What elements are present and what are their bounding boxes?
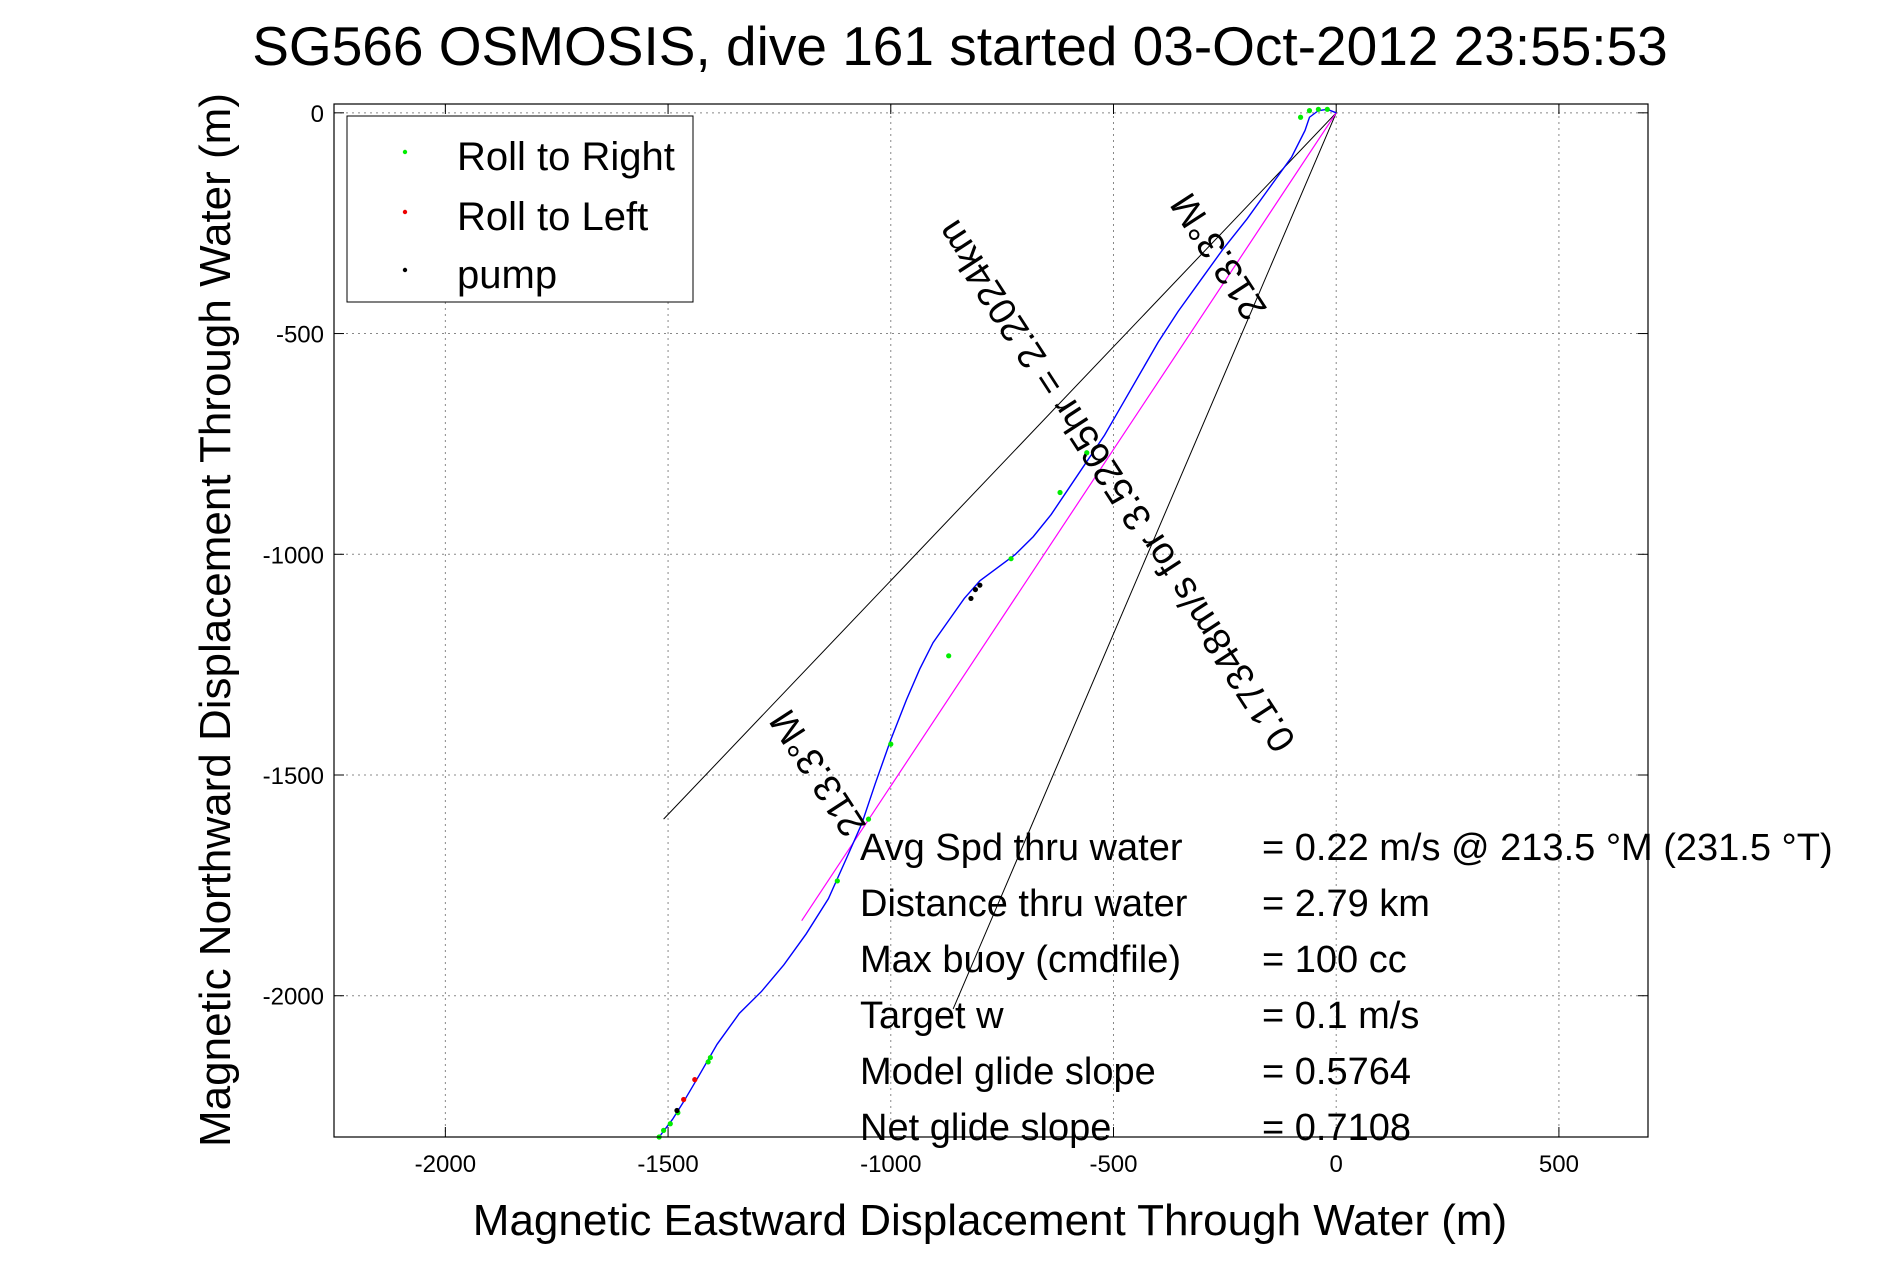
x-tick-label: 0 xyxy=(1330,1151,1343,1178)
roll-right-point xyxy=(667,1121,673,1127)
stat-value: = 0.1 m/s xyxy=(1262,995,1419,1037)
stat-label: Net glide slope xyxy=(860,1107,1111,1149)
roll-right-point xyxy=(661,1127,667,1133)
pump-point xyxy=(977,582,983,588)
track-line xyxy=(658,108,1337,1138)
stat-value: = 0.7108 xyxy=(1262,1107,1411,1149)
pump-point xyxy=(972,586,979,593)
legend-marker-pump xyxy=(402,267,408,273)
stats-block: Avg Spd thru water = 0.22 m/s @ 213.5 °M… xyxy=(860,827,1833,1149)
stat-label: Target w xyxy=(860,995,1004,1037)
y-axis-label: Magnetic Northward Displacement Through … xyxy=(191,93,240,1147)
legend-label-roll-left: Roll to Left xyxy=(457,195,648,239)
roll-right-point xyxy=(834,878,840,884)
roll-right-point xyxy=(705,1059,711,1065)
roll-right-point xyxy=(1008,556,1014,562)
pump-point xyxy=(674,1107,680,1114)
stat-label: Model glide slope xyxy=(860,1051,1156,1093)
roll-right-point xyxy=(1306,108,1313,114)
x-tick-label: -500 xyxy=(1089,1151,1137,1178)
roll-right-point xyxy=(946,653,952,659)
grid xyxy=(334,104,1648,1137)
y-ticks: 0 -500 -1000 -1500 -2000 xyxy=(263,101,1648,1011)
track-polyline xyxy=(658,108,1337,1138)
stat-value: = 0.5764 xyxy=(1262,1051,1411,1093)
stat-label: Distance thru water xyxy=(860,883,1188,925)
roll-right-point xyxy=(707,1054,713,1061)
angle-lines xyxy=(663,112,1337,1010)
y-tick-label: -1000 xyxy=(263,542,324,569)
roll-right-point xyxy=(1297,114,1304,120)
legend-marker-roll-right xyxy=(402,149,408,155)
x-ticks: -2000 -1500 -1000 -500 0 500 xyxy=(415,104,1579,1178)
roll-left-point xyxy=(681,1096,687,1103)
pump-point xyxy=(968,595,974,602)
y-tick-label: -500 xyxy=(276,322,324,349)
bearing-line xyxy=(663,112,1337,820)
stat-value: = 0.22 m/s @ 213.5 °M (231.5 °T) xyxy=(1262,827,1833,869)
roll-right-point xyxy=(1084,450,1090,456)
legend-label-roll-right: Roll to Right xyxy=(457,135,675,179)
stat-value: = 2.79 km xyxy=(1262,883,1430,925)
x-tick-label: -1000 xyxy=(860,1151,921,1178)
roll-right-point xyxy=(865,816,872,822)
roll-right-point xyxy=(1057,489,1063,496)
stat-label: Max buoy (cmdfile) xyxy=(860,939,1181,981)
roll-right-point xyxy=(1324,106,1330,112)
direct-line xyxy=(801,112,1337,922)
legend-label-pump: pump xyxy=(457,253,557,297)
x-axis-label: Magnetic Eastward Displacement Through W… xyxy=(473,1196,1507,1245)
x-tick-label: -1500 xyxy=(637,1151,698,1178)
stat-label: Avg Spd thru water xyxy=(860,827,1183,869)
plot-frame xyxy=(333,103,1649,1138)
x-tick-label: -2000 xyxy=(415,1151,476,1178)
bearing-line xyxy=(952,112,1337,1010)
y-tick-label: -1500 xyxy=(263,763,324,790)
roll-right-point xyxy=(1315,106,1321,112)
y-tick-label: 0 xyxy=(311,101,324,128)
y-tick-label: -2000 xyxy=(263,984,324,1011)
x-tick-label: 500 xyxy=(1539,1151,1579,1178)
roll-left-point xyxy=(692,1077,698,1083)
markers xyxy=(656,106,1330,1140)
legend-marker-roll-left xyxy=(402,209,408,215)
legend: Roll to Right Roll to Left pump xyxy=(346,115,694,303)
roll-right-point xyxy=(888,741,894,747)
net-displacement-line xyxy=(801,112,1337,922)
chart-title: SG566 OSMOSIS, dive 161 started 03-Oct-2… xyxy=(252,15,1668,77)
stat-value: = 100 cc xyxy=(1262,939,1407,981)
